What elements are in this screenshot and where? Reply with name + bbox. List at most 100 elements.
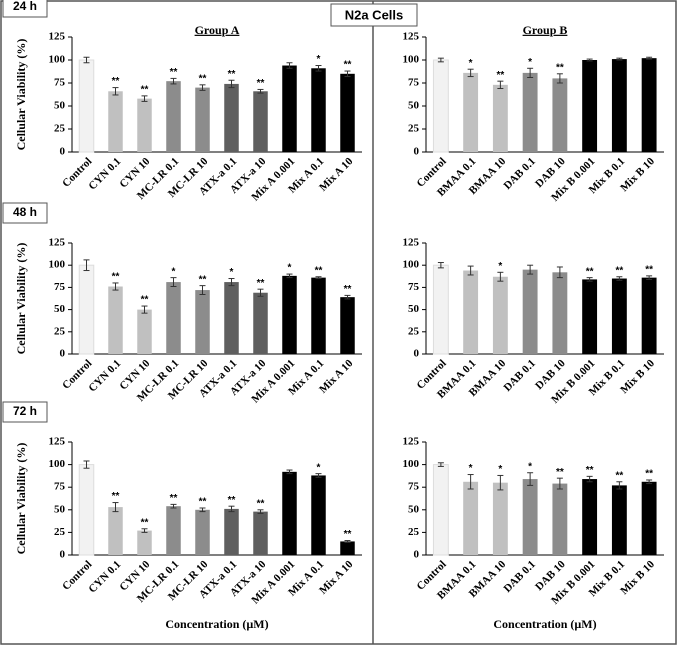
y-axis-label: Cellular Viability (%) bbox=[14, 39, 28, 151]
bar bbox=[195, 290, 210, 354]
bar bbox=[253, 91, 268, 152]
bar bbox=[552, 483, 568, 555]
bar bbox=[340, 73, 355, 152]
y-tick-label: 50 bbox=[54, 503, 66, 515]
significance-label: ** bbox=[199, 73, 207, 84]
significance-label: ** bbox=[645, 469, 653, 480]
bar bbox=[641, 481, 657, 555]
y-tick-label: 75 bbox=[54, 77, 66, 89]
bar bbox=[108, 507, 123, 555]
bar bbox=[282, 65, 297, 152]
bar bbox=[340, 297, 355, 354]
bar bbox=[463, 72, 479, 152]
y-tick-label: 25 bbox=[54, 123, 66, 135]
bar bbox=[224, 83, 239, 152]
bar bbox=[78, 59, 95, 153]
panel-label-box bbox=[2, 401, 48, 423]
bar bbox=[492, 482, 508, 555]
y-axis-label: Cellular Viability (%) bbox=[14, 443, 28, 555]
bar bbox=[552, 78, 568, 152]
significance-label: ** bbox=[586, 465, 594, 476]
group-title: Group A bbox=[195, 23, 240, 37]
y-tick-label: 50 bbox=[54, 100, 66, 112]
significance-label: ** bbox=[257, 498, 265, 509]
bar bbox=[552, 272, 568, 354]
significance-label: ** bbox=[112, 76, 120, 87]
panel-label: 72 h bbox=[13, 404, 37, 418]
panel-label-box bbox=[2, 0, 48, 18]
significance-label: * bbox=[469, 58, 473, 69]
significance-label: ** bbox=[586, 266, 594, 277]
y-tick-label: 50 bbox=[408, 100, 420, 112]
significance-label: ** bbox=[645, 264, 653, 275]
bar bbox=[224, 508, 239, 555]
group-title: Group B bbox=[523, 23, 568, 37]
bar bbox=[432, 464, 449, 556]
bar bbox=[108, 286, 123, 354]
y-tick-label: 50 bbox=[408, 503, 420, 515]
y-tick-label: 100 bbox=[403, 54, 420, 66]
y-tick-label: 125 bbox=[403, 436, 420, 448]
panel-label-box bbox=[2, 202, 48, 224]
bar bbox=[282, 275, 297, 354]
y-tick-label: 100 bbox=[403, 458, 420, 470]
significance-label: * bbox=[469, 463, 473, 474]
significance-label: * bbox=[288, 263, 292, 274]
bar bbox=[137, 530, 152, 555]
significance-label: ** bbox=[112, 272, 120, 283]
significance-label: ** bbox=[615, 265, 623, 276]
y-tick-label: 0 bbox=[414, 348, 420, 360]
significance-label: ** bbox=[257, 78, 265, 89]
bar bbox=[582, 60, 598, 152]
bar bbox=[492, 276, 508, 354]
y-tick-label: 50 bbox=[408, 303, 420, 315]
y-tick-label: 25 bbox=[54, 325, 66, 337]
bar bbox=[582, 279, 598, 354]
y-tick-label: 0 bbox=[60, 348, 66, 360]
significance-label: * bbox=[230, 267, 234, 278]
y-tick-label: 125 bbox=[49, 237, 66, 249]
panel-label: 24 h bbox=[13, 0, 37, 13]
bar bbox=[166, 81, 181, 152]
panel-label: 48 h bbox=[13, 205, 37, 219]
y-tick-label: 100 bbox=[49, 458, 66, 470]
y-tick-label: 50 bbox=[54, 303, 66, 315]
significance-label: ** bbox=[141, 295, 149, 306]
y-tick-label: 25 bbox=[54, 526, 66, 538]
bar bbox=[137, 98, 152, 152]
bar bbox=[611, 485, 627, 555]
bar bbox=[492, 84, 508, 152]
bar bbox=[253, 511, 268, 555]
significance-label: * bbox=[317, 462, 321, 473]
bar bbox=[582, 479, 598, 555]
y-tick-label: 75 bbox=[408, 77, 420, 89]
bar bbox=[641, 277, 657, 354]
y-tick-label: 75 bbox=[54, 481, 66, 493]
significance-label: ** bbox=[496, 70, 504, 81]
y-tick-label: 0 bbox=[414, 549, 420, 561]
y-tick-label: 0 bbox=[414, 146, 420, 158]
title-box bbox=[330, 3, 418, 27]
y-tick-label: 0 bbox=[60, 549, 66, 561]
y-tick-label: 100 bbox=[49, 54, 66, 66]
bar bbox=[166, 282, 181, 354]
bar bbox=[78, 264, 95, 355]
y-tick-label: 75 bbox=[54, 281, 66, 293]
y-tick-label: 25 bbox=[408, 123, 420, 135]
bar bbox=[137, 309, 152, 354]
y-tick-label: 25 bbox=[408, 325, 420, 337]
significance-label: * bbox=[528, 57, 532, 68]
bar bbox=[522, 269, 538, 354]
y-axis-label: Cellular Viability (%) bbox=[14, 243, 28, 355]
significance-label: ** bbox=[170, 493, 178, 504]
bar bbox=[340, 541, 355, 555]
y-tick-label: 100 bbox=[49, 259, 66, 271]
significance-label: * bbox=[528, 461, 532, 472]
bar bbox=[611, 278, 627, 354]
significance-label: ** bbox=[170, 67, 178, 78]
bar bbox=[195, 509, 210, 555]
bar bbox=[522, 72, 538, 152]
bar bbox=[432, 59, 449, 153]
x-axis-label: Concentration (µM) bbox=[493, 617, 596, 631]
